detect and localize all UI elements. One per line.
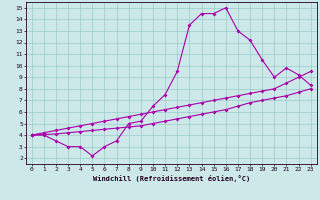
X-axis label: Windchill (Refroidissement éolien,°C): Windchill (Refroidissement éolien,°C) (92, 175, 250, 182)
